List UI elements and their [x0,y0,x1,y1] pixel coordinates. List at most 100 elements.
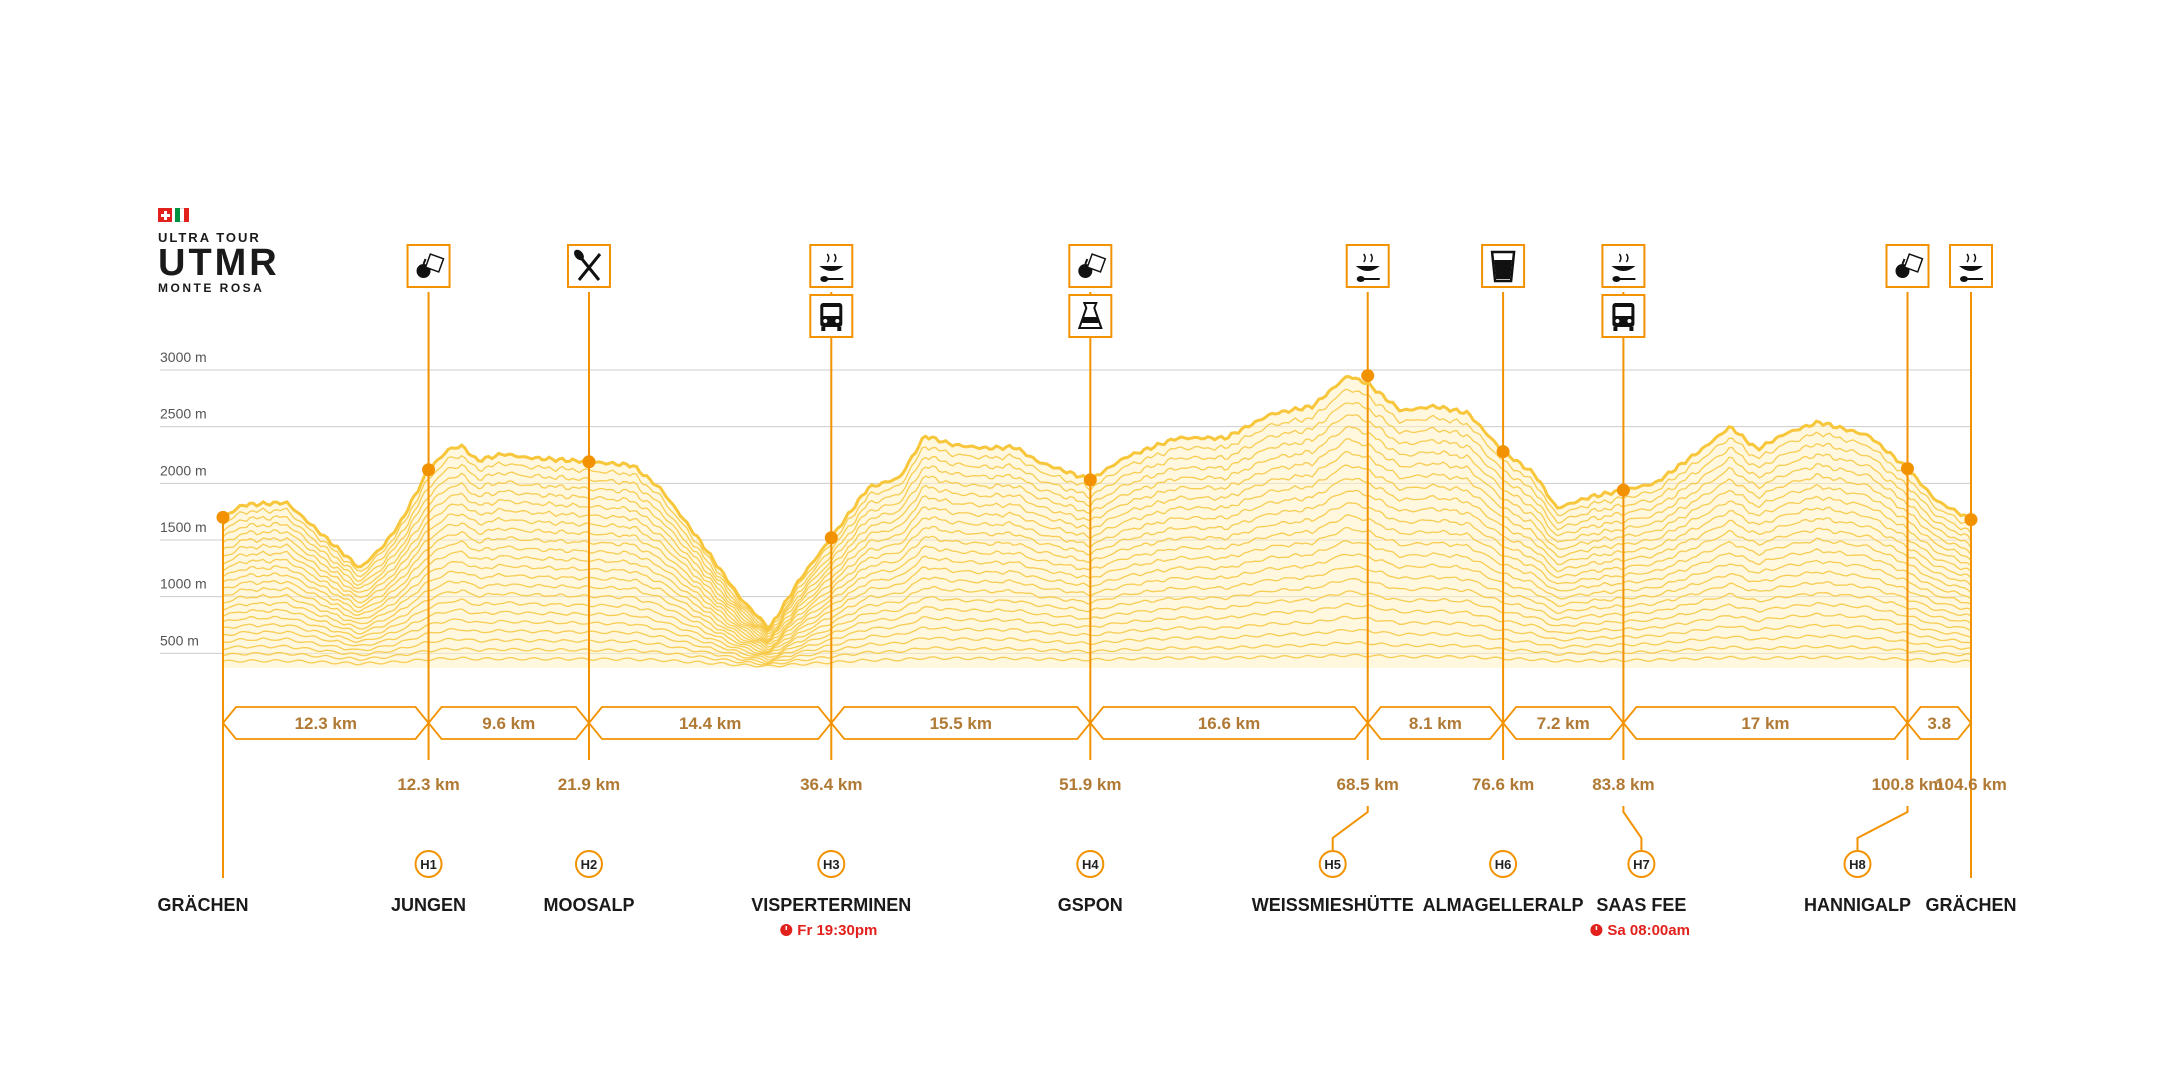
contour-line [222,464,1972,643]
spoon-bowl [1356,276,1365,282]
contour-line [222,565,1972,655]
profile-area [223,376,1971,668]
logo-subline: MONTE ROSA [158,281,265,295]
contour-line [222,425,1972,635]
checkpoint-marker[interactable] [216,510,230,524]
checkpoint-name: GRÄCHEN [157,895,248,915]
drop-bag-icon [1077,302,1103,329]
contour-line [222,450,1972,641]
checkpoint-marker[interactable] [1083,473,1097,487]
contour-line [222,388,1972,632]
contour-line [222,641,1972,666]
checkpoint-name: SAAS FEE [1596,895,1686,915]
apple-stem [422,258,427,265]
hut-badges: H1 H2 H3 H4 H5 H6 H7 H8 [414,806,1909,878]
contour-line [222,489,1972,644]
checkpoint-marker[interactable] [422,463,436,477]
service-icon-box [1601,294,1646,338]
checkpoint-name: HANNIGALP [1804,895,1911,915]
hut-badge-label: H5 [1324,857,1341,872]
hut-badge [1318,850,1347,878]
bus-icon [1612,303,1635,331]
contour-line [222,628,1972,665]
spoon-bowl [1960,276,1968,282]
bowl-shape [1611,266,1636,271]
service-icon-box [809,244,854,288]
apple-biscuit-icon [416,253,445,278]
bus-window [1615,307,1632,316]
biscuit-shape [424,253,445,273]
apple-stem [1084,258,1089,265]
profile-outline [222,375,1973,631]
apple-biscuit-icon [1895,253,1924,278]
bowl-shape [819,266,844,271]
biscuit-shape [1903,253,1924,273]
checkpoint-marker[interactable] [1964,513,1978,527]
bus-wheel [1613,327,1618,331]
italian-flag-icon [175,208,190,222]
hut-badge-label: H4 [1082,857,1099,872]
drink-icon [1490,250,1516,283]
y-tick-label: 3000 m [160,349,207,365]
contour-line [222,414,1972,634]
checkpoint-name: GRÄCHEN [1925,895,2016,915]
start-time-label: Sa 08:00am [1607,922,1690,939]
checkpoint-km-label: 104.6 km [1935,775,2007,794]
checkpoint-name: MOOSALP [543,895,634,915]
contour-line [222,653,1972,668]
contour-line [222,540,1972,653]
checkpoint-marker[interactable] [1616,483,1630,497]
bowl-shape [1355,266,1380,271]
icon-frame [1068,294,1113,338]
bus-wheel [821,327,826,331]
logo-wordmark: UTMR [158,242,280,284]
service-icon-box [1601,244,1646,288]
hut-badge [574,850,603,878]
hut-badge [817,850,846,878]
segment-distance-label: 7.2 km [1537,714,1590,733]
hot-meal-icon [1611,253,1636,282]
service-icon-box [1068,294,1113,338]
checkpoint-marker[interactable] [1496,445,1510,459]
checkpoint-marker[interactable] [1900,462,1914,476]
checkpoint-marker[interactable] [582,455,596,469]
service-icon-box [1949,244,1993,288]
checkpoint-km-label: 100.8 km [1872,775,1944,794]
steam-lines [1618,253,1629,263]
service-icon-box [566,244,611,288]
segment-ribbon: 12.3 km 9.6 km 14.4 km 15.5 km 16.6 km 8.1 km… [221,706,1973,740]
checkpoint-km-label: 76.6 km [1472,775,1534,794]
checkpoint-km-label: 36.4 km [800,775,862,794]
spoon-bowl [1612,276,1621,282]
y-axis-labels: 500 m 1000 m 1500 m 2000 m 2500 m 3000 m [160,349,207,648]
checkpoint-names: GRÄCHEN JUNGEN MOOSALP VISPERTERMINEN Fr 19:… [157,895,2016,939]
y-tick-label: 1000 m [160,576,207,592]
segment-distance-label: 12.3 km [295,714,357,733]
checkpoint-km-label: 51.9 km [1059,775,1121,794]
contour-lines [222,388,1972,668]
bus-light [1615,319,1620,323]
bag-label [1082,317,1099,323]
contour-line [222,590,1972,658]
logo-tagline: ULTRA TOUR [158,230,261,245]
checkpoint-markers [216,369,1978,545]
checkpoint-marker[interactable] [1361,369,1375,383]
apple-stem [1901,258,1906,265]
contour-line [222,514,1972,648]
contour-line [222,477,1972,644]
y-tick-label: 2500 m [160,406,207,422]
segment-distance-label: 9.6 km [482,714,535,733]
hut-badge-label: H2 [581,857,598,872]
segment-distance-label: 14.4 km [679,714,741,733]
profile-fill [223,376,1971,668]
segment-distance-label: 16.6 km [1198,714,1260,733]
knife-blade [577,253,602,281]
hot-meal-icon [819,253,844,282]
y-tick-label: 2000 m [160,462,207,478]
km-labels: 12.3 km 21.9 km 36.4 km 51.9 km 68.5 km 76.6 … [397,775,2007,794]
hut-connector [1856,806,1909,850]
hut-badge [1489,850,1518,878]
checkpoint-marker[interactable] [824,531,838,545]
bus-wheel [1629,327,1634,331]
segment-distance-label: 17 km [1741,714,1789,733]
